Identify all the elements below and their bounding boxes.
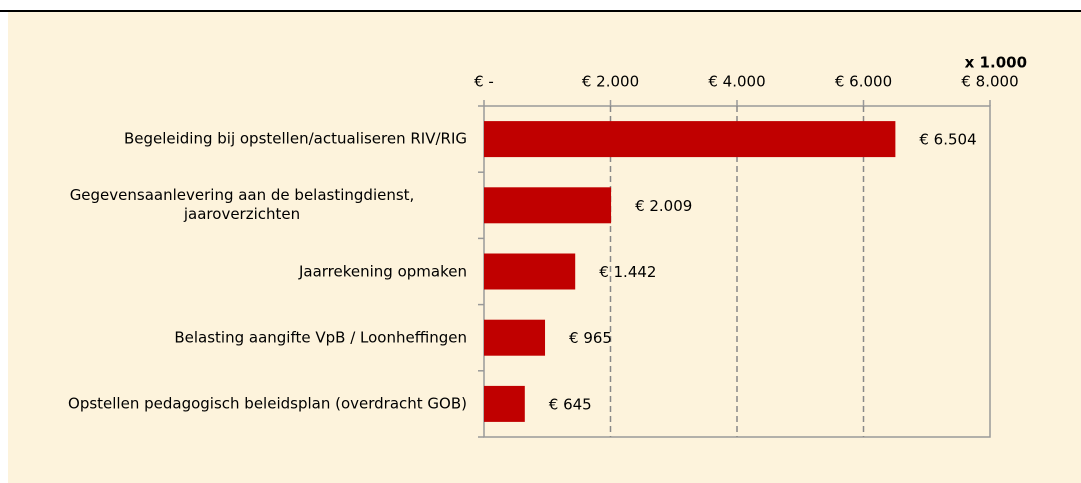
category-label: Jaarrekening opmaken (298, 262, 467, 280)
x-tick-label: € 2.000 (582, 73, 639, 91)
category-label: Belasting aangifte VpB / Loonheffingen (174, 328, 467, 347)
top-rule (0, 10, 1081, 12)
value-label: € 2.009 (635, 197, 692, 215)
value-label: € 1.442 (599, 263, 656, 281)
category-label: Gegevensaanlevering aan de belastingdien… (69, 186, 415, 224)
category-label: Opstellen pedagogisch beleidsplan (overd… (68, 394, 467, 413)
bar (484, 253, 576, 290)
category-label: Begeleiding bij opstellen/actualiseren R… (123, 129, 467, 148)
value-label: € 965 (569, 329, 612, 347)
x-tick-label: € 6.000 (835, 73, 892, 91)
bar (484, 319, 546, 356)
background (8, 12, 1081, 483)
bar (484, 385, 525, 422)
axis-unit: x 1.000 (965, 54, 1027, 72)
value-label: € 645 (549, 395, 592, 413)
x-tick-label: € - (474, 73, 494, 91)
bar (484, 187, 612, 224)
x-tick-label: € 4.000 (708, 73, 765, 91)
bar (484, 121, 896, 158)
value-label: € 6.504 (919, 131, 976, 149)
x-tick-label: € 8.000 (961, 73, 1018, 91)
